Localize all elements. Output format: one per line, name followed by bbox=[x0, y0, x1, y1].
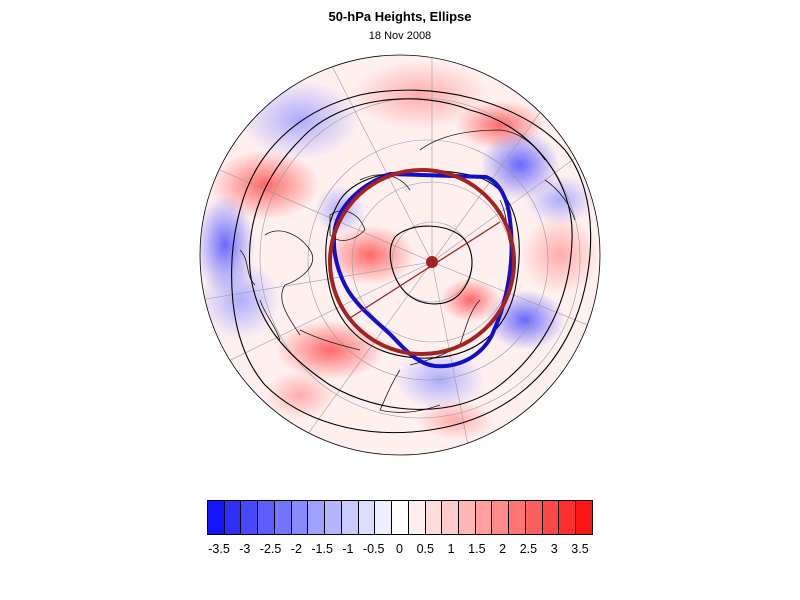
colorbar-tick-label: -2.5 bbox=[259, 542, 282, 556]
colorbar-swatch bbox=[392, 501, 409, 534]
colorbar-swatch bbox=[224, 501, 242, 534]
colorbar-swatch bbox=[325, 501, 342, 534]
colorbar-tick-label: 0 bbox=[396, 542, 403, 556]
colorbar-swatch bbox=[425, 501, 443, 534]
colorbar-swatch bbox=[358, 501, 376, 534]
colorbar-tick-label: -3 bbox=[239, 542, 251, 556]
colorbar-swatch bbox=[291, 501, 309, 534]
colorbar-tick-label: 1.5 bbox=[468, 542, 486, 556]
colorbar-tick-label: 1 bbox=[447, 542, 455, 556]
colorbar-swatch bbox=[492, 501, 510, 534]
height-contours bbox=[231, 89, 592, 434]
colorbar-swatch bbox=[525, 501, 543, 534]
vortex-ellipse bbox=[328, 168, 516, 356]
colorbar-tick-label: 2 bbox=[499, 542, 507, 556]
colorbar-swatch bbox=[341, 501, 359, 534]
colorbar-swatch bbox=[509, 501, 526, 534]
colorbar-tick-label: 3 bbox=[550, 542, 558, 556]
colorbar-swatch bbox=[241, 501, 259, 534]
colorbar-swatch bbox=[576, 501, 592, 534]
globe-outline bbox=[199, 54, 601, 456]
colorbar-swatch bbox=[442, 501, 460, 534]
colorbar-ticks: -3.5 -3 -2.5 -2 -1.5 -1 -0.5 0 0.5 1 1.5 2 2.5 3 3.5 bbox=[0, 542, 800, 562]
colorbar-swatch bbox=[274, 501, 292, 534]
colorbar-tick-label: 0.5 bbox=[416, 542, 434, 556]
colorbar-swatch bbox=[559, 501, 577, 534]
map-title: 50-hPa Heights, Ellipse bbox=[328, 9, 472, 24]
colorbar-swatch bbox=[542, 501, 560, 534]
graticule bbox=[200, 55, 600, 455]
colorbar-swatch bbox=[258, 501, 275, 534]
colorbar-swatch bbox=[475, 501, 493, 534]
colorbar-tick-label: 3.5 bbox=[571, 542, 589, 556]
colorbar-swatch bbox=[459, 501, 476, 534]
colorbar-tick-label: -2 bbox=[290, 542, 302, 556]
colorbar-swatch bbox=[408, 501, 426, 534]
map-date: 18 Nov 2008 bbox=[368, 30, 432, 42]
colorbar-tick-label: -1.5 bbox=[311, 542, 333, 556]
colorbar-tick-label: -0.5 bbox=[362, 542, 385, 556]
colorbar-tick-label: -3.5 bbox=[208, 542, 230, 556]
colorbar-swatch bbox=[308, 501, 326, 534]
colorbar-swatch bbox=[208, 501, 225, 534]
colorbar-swatch bbox=[375, 501, 393, 534]
ellipse-major-axis bbox=[349, 221, 501, 319]
colorbar bbox=[207, 500, 593, 535]
pole-marker bbox=[426, 256, 438, 268]
colorbar-tick-label: 2.5 bbox=[519, 542, 538, 556]
colorbar-tick-label: -1 bbox=[342, 542, 354, 556]
